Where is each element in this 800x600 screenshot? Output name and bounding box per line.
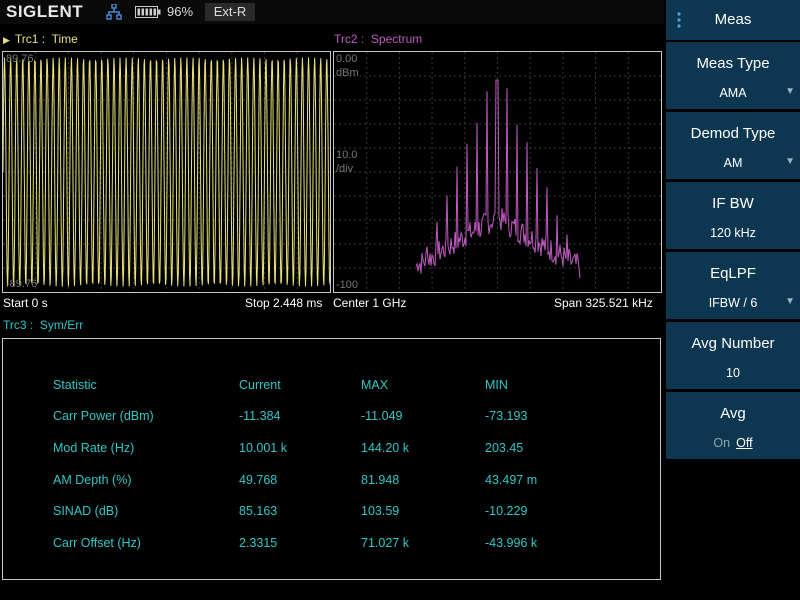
statistics-panel: Statistic Current MAX MIN Carr Power (dB… [2, 338, 661, 580]
time-bottom-scale: -89.76 [6, 278, 38, 290]
menu-more-icon[interactable] [677, 12, 681, 28]
spectrum-span: Span 325.521 kHz [554, 296, 653, 310]
stat-min-value: -10.229 [485, 504, 528, 518]
trace1-prefix: Trc1 : [14, 32, 46, 46]
network-icon [106, 4, 122, 20]
stat-max-value: 144.20 k [361, 441, 409, 455]
dropdown-arrow-icon: ▼ [785, 156, 795, 167]
avg-number-softkey[interactable]: Avg Number 10 [666, 322, 800, 389]
stat-max-value: 71.027 k [361, 536, 409, 550]
trace1-label[interactable]: ▶ Trc1 : Time [3, 32, 78, 46]
avg-on-option[interactable]: On [713, 436, 731, 450]
softkey-label: IF BW [712, 195, 754, 212]
stat-header-current: Current [239, 378, 281, 392]
stat-header-statistic: Statistic [53, 378, 97, 392]
stat-header-min: MIN [485, 378, 508, 392]
softkey-label: Demod Type [690, 125, 776, 142]
stat-current-value: 2.3315 [239, 536, 278, 550]
demod-type-softkey[interactable]: Demod Type AM ▼ [666, 112, 800, 179]
stat-current-value: 85.163 [239, 504, 278, 518]
softkey-label: Avg [720, 405, 746, 422]
time-stop: Stop 2.448 ms [245, 296, 323, 310]
stat-max-value: 81.948 [361, 473, 400, 487]
avg-softkey[interactable]: Avg On Off [666, 392, 800, 459]
spectrum-unit: dBm [336, 67, 359, 79]
avg-off-option[interactable]: Off [736, 436, 753, 450]
stat-header-max: MAX [361, 378, 389, 392]
if-bw-softkey[interactable]: IF BW 120 kHz [666, 182, 800, 249]
battery-level: 96% [167, 4, 194, 19]
spectrum-ref-level: 0.00 [336, 53, 358, 65]
stat-row-label: Carr Power (dBm) [53, 409, 154, 423]
stat-min-value: -73.193 [485, 409, 528, 423]
stat-min-value: -43.996 k [485, 536, 538, 550]
menu-title-bar[interactable]: Meas [666, 0, 800, 40]
time-trace-canvas [3, 52, 330, 292]
menu-title: Meas [714, 11, 752, 28]
battery-icon [135, 6, 161, 18]
stat-current-value: 49.768 [239, 473, 278, 487]
spectrum-center: Center 1 GHz [333, 296, 407, 310]
spectrum-div-value: 10.0 [336, 149, 358, 161]
stat-current-value: 10.001 k [239, 441, 287, 455]
trace2-prefix: Trc2 : [334, 32, 365, 46]
softkey-label: Avg Number [691, 335, 775, 352]
spectrum-plot[interactable]: 0.00 dBm 10.0 /div -100 [333, 51, 662, 293]
stat-min-value: 203.45 [485, 441, 524, 455]
trace2-name: Spectrum [370, 32, 423, 46]
eqlpf-softkey[interactable]: EqLPF IFBW / 6 ▼ [666, 252, 800, 319]
siglent-logo: SIGLENT [6, 2, 84, 21]
dropdown-arrow-icon: ▼ [785, 86, 795, 97]
softkey-label: EqLPF [710, 265, 756, 282]
softkey-value: 120 kHz [710, 226, 756, 240]
softkey-value: IFBW / 6 [708, 296, 758, 310]
stat-row-label: Carr Offset (Hz) [53, 536, 141, 550]
stat-current-value: -11.384 [239, 409, 281, 423]
spectrum-bottom-level: -100 [336, 279, 359, 291]
trace3-label[interactable]: Trc3 : Sym/Err [3, 318, 83, 332]
stat-max-value: 103.59 [361, 504, 400, 518]
trace3-prefix: Trc3 : [3, 318, 34, 332]
time-start: Start 0 s [3, 296, 48, 310]
trace1-name: Time [51, 32, 78, 46]
reference-badge[interactable]: Ext-R [205, 3, 255, 21]
stat-max-value: -11.049 [361, 409, 403, 423]
time-top-scale: 89.76 [6, 53, 34, 65]
softkey-value: AM [723, 156, 743, 170]
trace3-name: Sym/Err [39, 318, 84, 332]
stat-min-value: 43.497 m [485, 473, 538, 487]
spectrum-div-unit: /div [336, 163, 354, 175]
dropdown-arrow-icon: ▼ [785, 296, 795, 307]
trace2-label[interactable]: Trc2 : Spectrum [334, 32, 422, 46]
stat-row-label: AM Depth (%) [53, 473, 132, 487]
softkey-value: AMA [719, 86, 747, 100]
status-bar: SIGLENT 96% Ext-R [0, 0, 664, 24]
time-domain-plot[interactable]: 89.76 -89.76 [2, 51, 331, 293]
stat-row-label: SINAD (dB) [53, 504, 119, 518]
spectrum-trace-canvas [334, 52, 661, 292]
meas-type-softkey[interactable]: Meas Type AMA ▼ [666, 42, 800, 109]
stat-row-label: Mod Rate (Hz) [53, 441, 135, 455]
active-trace-arrow-icon: ▶ [3, 35, 10, 45]
avg-toggle[interactable]: On Off [666, 436, 800, 450]
softkey-value: 10 [726, 366, 740, 380]
softkey-label: Meas Type [696, 55, 770, 72]
